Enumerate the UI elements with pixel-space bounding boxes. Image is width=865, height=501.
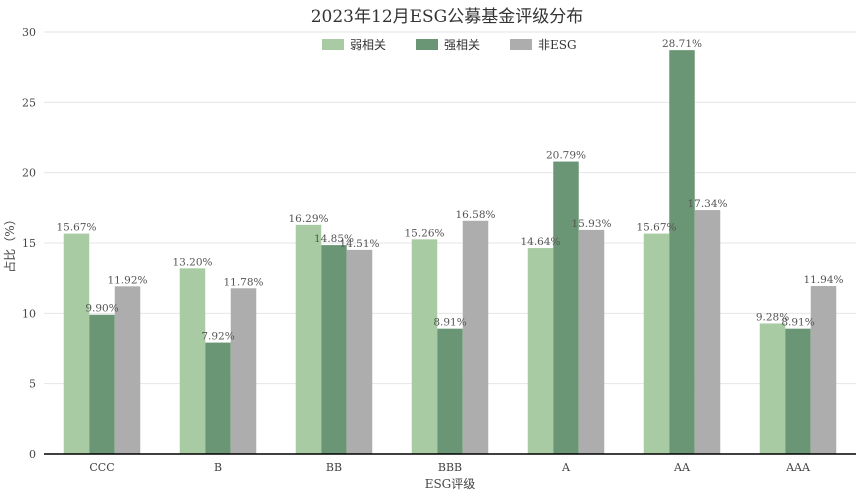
- x-tick-label: B: [214, 461, 222, 474]
- bar: [179, 268, 206, 454]
- bar: [759, 323, 786, 454]
- data-label: 14.64%: [520, 236, 560, 248]
- data-label: 20.79%: [546, 150, 586, 162]
- bar: [411, 239, 438, 454]
- bar: [89, 314, 115, 454]
- y-tick-label: 20: [22, 167, 36, 180]
- bar: [295, 224, 322, 454]
- y-tick-label: 5: [29, 378, 36, 391]
- x-tick-label: AA: [673, 461, 691, 474]
- bar: [785, 328, 811, 454]
- x-tick-label: CCC: [89, 461, 114, 474]
- bar: [553, 161, 579, 454]
- data-label: 14.51%: [339, 238, 379, 250]
- bar: [63, 233, 90, 454]
- bar: [527, 248, 554, 454]
- x-tick-label: BBB: [438, 461, 462, 474]
- bar: [114, 286, 141, 454]
- x-axis-label: ESG评级: [425, 477, 476, 491]
- legend-swatch: [510, 39, 532, 50]
- data-label: 11.94%: [803, 274, 843, 286]
- data-label: 9.28%: [756, 311, 789, 323]
- bar: [694, 210, 721, 454]
- data-label: 13.20%: [172, 256, 212, 268]
- bar: [578, 229, 605, 454]
- bar: [437, 328, 463, 454]
- data-label: 8.91%: [781, 317, 814, 329]
- legend-label: 非ESG: [538, 38, 577, 52]
- bar: [810, 286, 837, 454]
- y-tick-label: 15: [22, 237, 36, 250]
- data-label: 11.78%: [223, 276, 263, 288]
- legend: 弱相关 强相关 非ESG: [322, 38, 577, 52]
- data-label: 17.34%: [687, 198, 727, 210]
- data-label: 9.90%: [85, 303, 118, 315]
- gridlines: [44, 31, 856, 385]
- data-label: 15.67%: [636, 222, 676, 234]
- bar: [346, 249, 373, 454]
- chart-title: 2023年12月ESG公募基金评级分布: [311, 7, 584, 27]
- data-label: 7.92%: [201, 331, 234, 343]
- bar: [643, 233, 670, 454]
- x-tick-label: A: [561, 461, 571, 474]
- y-tick-label: 0: [29, 448, 36, 461]
- data-label: 28.71%: [662, 38, 702, 50]
- y-tick-label: 30: [22, 26, 36, 39]
- legend-label: 强相关: [444, 38, 480, 52]
- bar: [669, 50, 695, 455]
- y-axis-label: 占比（%）: [2, 213, 17, 272]
- legend-label: 弱相关: [350, 38, 386, 52]
- bar: [321, 245, 347, 454]
- data-label: 8.91%: [433, 317, 466, 329]
- y-axis-ticks: 0 5 10 15 20 25 30: [22, 26, 36, 461]
- bar: [230, 288, 257, 454]
- x-axis-ticks: CCC B BB BBB A AA AAA: [89, 461, 811, 474]
- bar: [205, 342, 231, 454]
- legend-swatch: [322, 39, 344, 50]
- bar: [462, 220, 489, 454]
- y-tick-label: 10: [22, 307, 36, 320]
- data-label: 16.29%: [288, 213, 328, 225]
- y-tick-label: 25: [22, 96, 36, 109]
- x-tick-label: AAA: [785, 461, 811, 474]
- data-label: 15.26%: [404, 227, 444, 239]
- x-tick-label: BB: [326, 461, 342, 474]
- data-label: 11.92%: [107, 274, 147, 286]
- bars: [63, 50, 837, 455]
- legend-swatch: [416, 39, 438, 50]
- data-label: 14.85%: [314, 233, 354, 245]
- data-labels: 15.67% 9.90% 11.92% 13.20% 7.92% 11.78% 16.29%…: [56, 38, 843, 342]
- data-label: 15.93%: [571, 218, 611, 230]
- data-label: 16.58%: [455, 209, 495, 221]
- data-label: 15.67%: [56, 222, 96, 234]
